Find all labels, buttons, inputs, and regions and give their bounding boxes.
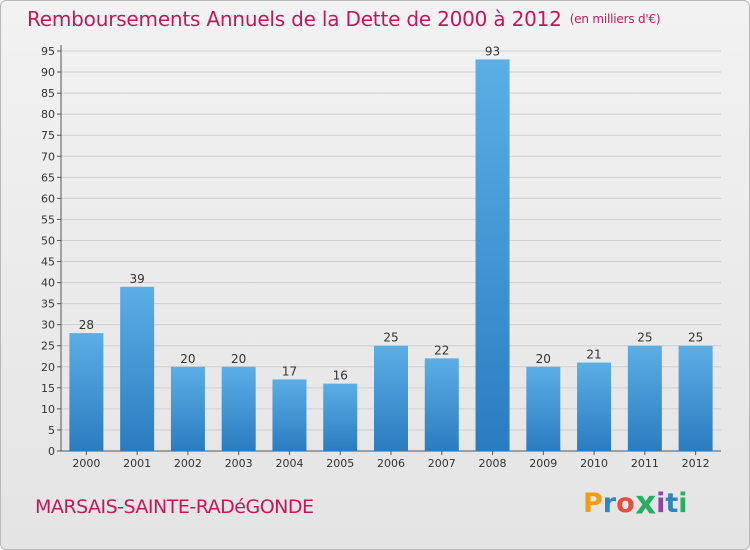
bar-2003	[221, 366, 256, 451]
data-label-2002: 20	[180, 352, 195, 366]
y-tick-label: 25	[41, 340, 55, 353]
data-label-2005: 16	[333, 369, 348, 383]
data-label-2008: 93	[485, 44, 500, 58]
data-label-2010: 21	[586, 348, 601, 362]
logo-letter: i	[656, 488, 666, 519]
bar-2000	[69, 333, 104, 451]
logo-letter: r	[602, 488, 617, 519]
bar-2004	[272, 379, 307, 451]
y-tick-label: 0	[48, 445, 55, 458]
x-tick-labels: 2000 2001 2002 2003 2004 2005 2006 2007 2008 2009…	[72, 451, 710, 470]
x-tick-label-2002: 2002	[174, 457, 202, 470]
bar-2005	[323, 383, 358, 451]
data-label-2009: 20	[536, 352, 551, 366]
chart-unit: (en milliers d'€)	[569, 12, 661, 26]
data-label-2007: 22	[434, 343, 449, 357]
y-tick-label: 55	[41, 213, 55, 226]
x-tick-label-2010: 2010	[580, 457, 608, 470]
bar-2008	[475, 59, 510, 451]
chart-title: Remboursements Annuels de la Dette de 20…	[27, 7, 661, 31]
y-tick-label: 45	[41, 256, 55, 269]
x-tick-label-2001: 2001	[123, 457, 151, 470]
bar-2007	[424, 358, 459, 451]
data-label-2004: 17	[282, 364, 297, 378]
x-tick-label-2003: 2003	[225, 457, 253, 470]
y-tick-label: 80	[41, 108, 55, 121]
data-label-2012: 25	[688, 331, 703, 345]
data-label-2006: 25	[383, 331, 398, 345]
chart-title-text: Remboursements Annuels de la Dette de 20…	[27, 7, 562, 31]
y-tick-label: 30	[41, 319, 55, 332]
x-tick-label-2008: 2008	[479, 457, 507, 470]
y-tick-label: 85	[41, 87, 55, 100]
x-tick-label-2006: 2006	[377, 457, 405, 470]
data-label-2001: 39	[130, 272, 145, 286]
logo-letter: i	[678, 488, 688, 519]
bar-2012	[678, 345, 713, 451]
x-tick-label-2009: 2009	[529, 457, 557, 470]
y-tick-label: 20	[41, 361, 55, 374]
y-tick-label: 75	[41, 129, 55, 142]
y-tick-label: 90	[41, 66, 55, 79]
data-labels: 28 39 20 20 17 16 25 22 93 20 21 25 25	[79, 44, 704, 382]
data-label-2000: 28	[79, 318, 94, 332]
y-tick-label: 10	[41, 403, 55, 416]
data-label-2003: 20	[231, 352, 246, 366]
y-tick-label: 35	[41, 298, 55, 311]
y-tick-label: 70	[41, 150, 55, 163]
logo-letter: x	[634, 484, 656, 523]
proxiti-logo[interactable]: Proxiti	[583, 484, 688, 523]
bars	[69, 59, 713, 451]
bar-2002	[170, 366, 205, 451]
data-label-2011: 25	[637, 331, 652, 345]
logo-letter: P	[583, 488, 603, 519]
y-tick-label: 65	[41, 171, 55, 184]
bar-2009	[526, 366, 561, 451]
x-tick-label-2007: 2007	[428, 457, 456, 470]
y-tick-label: 95	[41, 45, 55, 58]
y-tick-label: 50	[41, 234, 55, 247]
y-tick-label: 60	[41, 192, 55, 205]
x-tick-label-2004: 2004	[275, 457, 303, 470]
y-tick-label: 40	[41, 277, 55, 290]
bar-2006	[374, 345, 408, 451]
x-tick-label-2000: 2000	[72, 457, 100, 470]
logo-letter: t	[665, 488, 679, 519]
y-tick-label: 15	[41, 382, 55, 395]
y-tick-labels: 0 5 10 15 20 25 30 35 40 45 50 55 60 65 70 75 80 85 90 95	[41, 45, 55, 458]
y-tick-label: 5	[48, 424, 55, 437]
bar-2010	[577, 362, 612, 451]
place-name: MARSAIS-SAINTE-RADéGONDE	[35, 496, 314, 518]
bar-2001	[120, 286, 155, 451]
x-tick-label-2005: 2005	[326, 457, 354, 470]
x-tick-label-2011: 2011	[631, 457, 659, 470]
x-tick-label-2012: 2012	[682, 457, 710, 470]
bar-2011	[627, 345, 662, 451]
logo-letter: o	[616, 488, 635, 519]
